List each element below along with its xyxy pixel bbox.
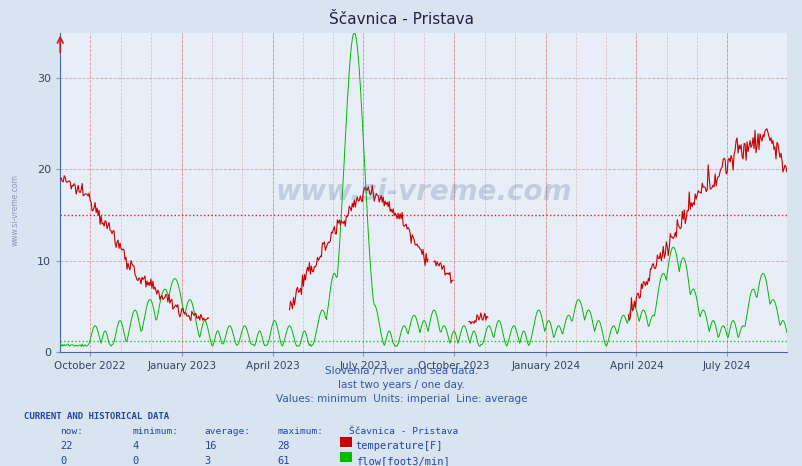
Text: 61: 61 bbox=[277, 456, 290, 466]
Text: 0: 0 bbox=[60, 456, 67, 466]
Text: temperature[F]: temperature[F] bbox=[355, 441, 443, 451]
Text: www.si-vreme.com: www.si-vreme.com bbox=[275, 178, 571, 206]
Text: CURRENT AND HISTORICAL DATA: CURRENT AND HISTORICAL DATA bbox=[24, 412, 169, 421]
Text: last two years / one day.: last two years / one day. bbox=[338, 380, 464, 390]
Text: Values: minimum  Units: imperial  Line: average: Values: minimum Units: imperial Line: av… bbox=[275, 394, 527, 404]
Text: 0: 0 bbox=[132, 456, 139, 466]
Text: flow[foot3/min]: flow[foot3/min] bbox=[355, 456, 449, 466]
Text: Ščavnica - Pristava: Ščavnica - Pristava bbox=[329, 12, 473, 27]
Text: minimum:: minimum: bbox=[132, 427, 178, 436]
Text: now:: now: bbox=[60, 427, 83, 436]
Text: 28: 28 bbox=[277, 441, 290, 451]
Text: 3: 3 bbox=[205, 456, 211, 466]
Text: www.si-vreme.com: www.si-vreme.com bbox=[10, 174, 19, 246]
Text: average:: average: bbox=[205, 427, 250, 436]
Text: 16: 16 bbox=[205, 441, 217, 451]
Text: maximum:: maximum: bbox=[277, 427, 322, 436]
Text: 4: 4 bbox=[132, 441, 139, 451]
Text: 22: 22 bbox=[60, 441, 73, 451]
Text: Ščavnica - Pristava: Ščavnica - Pristava bbox=[349, 427, 458, 436]
Text: Slovenia / river and sea data.: Slovenia / river and sea data. bbox=[325, 366, 477, 376]
